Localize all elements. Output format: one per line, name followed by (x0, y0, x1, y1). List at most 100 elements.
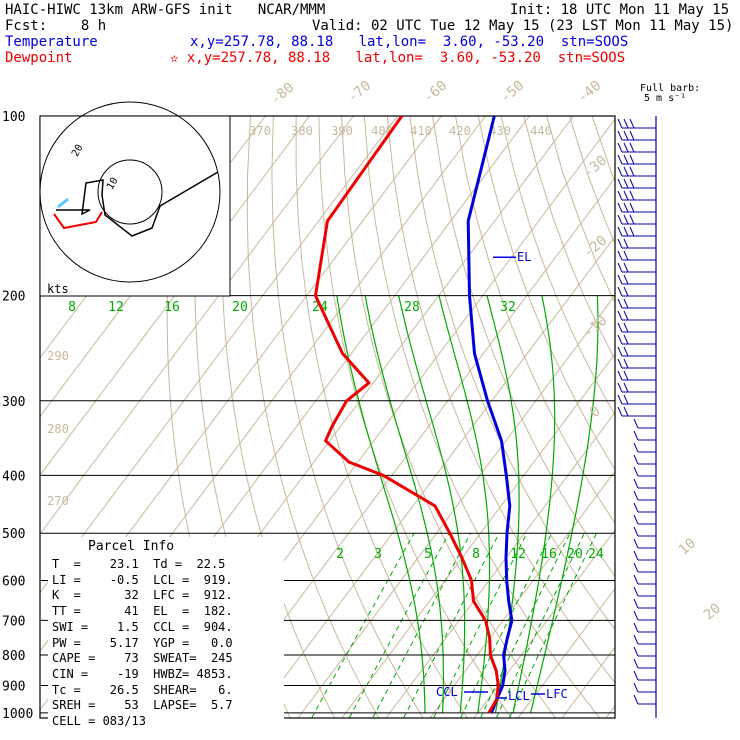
moist-adiabat-label: 28 (404, 300, 420, 315)
wind-barb-flag (633, 430, 639, 441)
moist-adiabat-line (336, 295, 426, 713)
lcl-label: LCL (508, 689, 530, 703)
wind-barb-flag (623, 238, 629, 249)
parcel-info-row: PW = 5.17 YGP = 0.0 (52, 635, 233, 650)
moist-adiabat-label: 12 (108, 300, 124, 315)
wind-barb-flag (633, 574, 639, 585)
temperature-profile-group (466, 116, 514, 714)
mixing-ratio-label: 3 (374, 547, 382, 562)
isotherm-label: -40 (575, 78, 605, 107)
wind-barb-flag (617, 298, 623, 309)
wind-barb-flag (633, 622, 639, 633)
mixing-ratio-label: 20 (567, 547, 583, 562)
wind-barb-flag (629, 166, 635, 177)
wind-barb-flag (623, 370, 629, 381)
barb-legend: Full barb: (640, 83, 701, 94)
wind-barb-flag (633, 502, 639, 513)
wind-barb-flag (629, 202, 635, 213)
wind-barb-flag (617, 178, 623, 189)
wind-barb-flag (623, 190, 629, 201)
theta-label: 410 (410, 124, 432, 138)
mixing-ratio-line (432, 532, 528, 718)
wind-barb-flag (623, 310, 629, 321)
wind-barb-flag (623, 286, 629, 297)
dewpoint-legend: Dewpoint (5, 50, 73, 66)
hodograph-ring-label: 20 (70, 143, 86, 159)
pressure-label: 700 (2, 614, 25, 629)
wind-barb-flag (617, 322, 623, 333)
wind-barb-flag (633, 610, 639, 621)
wind-barb-flag (629, 226, 635, 237)
hodograph-ring-label: 10 (105, 176, 121, 192)
wind-barb-flag (629, 142, 635, 153)
parcel-info-row: T = 23.1 Td = 22.5 (52, 557, 226, 571)
theta-label: 420 (449, 124, 471, 138)
pressure-label: 300 (2, 395, 25, 410)
plot-frame (39, 115, 616, 719)
dry-adiabat-line (661, 116, 740, 726)
isotherm-line (40, 116, 399, 594)
wind-barb-flag (629, 130, 635, 141)
wind-barb-flag (617, 250, 623, 261)
wind-barb-flag (623, 154, 629, 165)
wind-barb-flag (617, 358, 623, 369)
theta-label: 390 (331, 124, 353, 138)
wind-barb-flag (623, 262, 629, 273)
mixing-ratio-line (459, 532, 553, 718)
isotherm-label: 0 (587, 403, 604, 421)
isotherm-line (605, 705, 615, 718)
parcel-info-row: SREH = 53 LAPSE= 5.7 (52, 698, 233, 713)
hodograph-frame (39, 115, 231, 297)
wind-barb-flag (617, 310, 623, 321)
pressure-label: 900 (2, 680, 25, 695)
theta-label: 280 (47, 422, 69, 436)
dry-adiabat-line (246, 116, 380, 718)
moist-adiabat-label: 16 (164, 300, 180, 315)
temperature-info: x,y=257.78, 88.18 lat,lon= 3.60, -53.20 … (190, 34, 629, 50)
hodograph-ring-10 (97, 159, 163, 225)
mixing-ratio-line (495, 532, 585, 718)
isotherm-label: -60 (421, 78, 451, 107)
theta-label: 430 (489, 124, 511, 138)
isotherm-label: -80 (268, 80, 298, 109)
wind-barb-flag (629, 118, 635, 129)
dry-adiabat-line (706, 116, 740, 726)
wind-barb-flag (623, 178, 629, 189)
wind-barb-flag (633, 598, 639, 609)
wind-barb-flag (623, 406, 629, 417)
wind-barb-flag (629, 154, 635, 165)
wind-barb-flag (629, 190, 635, 201)
isotherm-line (517, 587, 615, 718)
theta-label: 290 (47, 349, 69, 363)
isotherm-line (297, 294, 615, 718)
init-time: Init: 18 UTC Mon 11 May 15 (510, 2, 730, 18)
hodograph-trace (56, 171, 219, 237)
wind-barb-flag (633, 550, 639, 561)
pressure-label: 800 (2, 649, 25, 664)
dry-adiabat-line (432, 116, 615, 578)
pressure-label: 100 (2, 110, 25, 125)
dry-adiabat-line (318, 116, 513, 718)
wind-barb-flag (633, 586, 639, 597)
model-title: HAIC-HIWC 13km ARW-GFS init NCAR/MMM (5, 2, 326, 18)
parcel-info-row: TT = 41 EL = 182. (52, 604, 233, 619)
dry-adiabat-line (455, 116, 615, 524)
parcel-info-row: SWI = 1.5 CCL = 904. (52, 619, 233, 634)
wind-barb-flag (633, 442, 639, 453)
isotherm-label: -10 (581, 313, 611, 342)
wind-barb-flag (633, 670, 639, 681)
el-label: EL (517, 250, 531, 264)
wind-barbs (617, 116, 657, 718)
wind-barb-flag (633, 418, 639, 429)
dry-adiabat-line (363, 116, 601, 718)
hodograph-wind-marker (57, 197, 69, 209)
dry-adiabat-line (546, 116, 615, 304)
moist-adiabat-line (486, 295, 520, 714)
wind-barb-flag (617, 394, 623, 405)
mixing-ratio-label: 5 (424, 547, 432, 562)
wind-barb-flag (633, 466, 639, 477)
temperature-legend: Temperature (5, 34, 98, 50)
mixing-ratio-label: 8 (472, 547, 480, 562)
wind-barb-flag (623, 142, 629, 153)
pressure-label: 600 (2, 574, 25, 589)
